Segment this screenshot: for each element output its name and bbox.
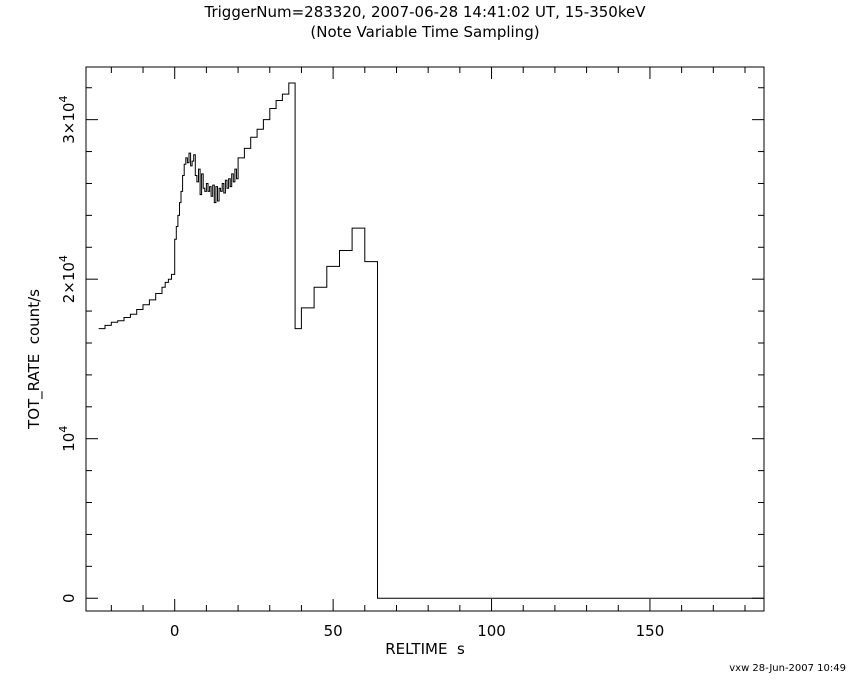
y-tick-label: 3×104: [57, 96, 78, 144]
x-tick-label: 0: [170, 622, 180, 640]
chart-subtitle: (Note Variable Time Sampling): [310, 23, 540, 41]
x-tick-label: 50: [324, 622, 343, 640]
y-tick-label: 104: [57, 426, 78, 452]
axis-tick-labels: 0 50 100 150 0 104 2×104 3×104: [57, 96, 664, 640]
axis-ticks: [86, 67, 764, 611]
chart-title: TriggerNum=283320, 2007-06-28 14:41:02 U…: [204, 3, 646, 21]
y-tick-label: 2×104: [57, 255, 78, 303]
x-tick-label: 100: [477, 622, 506, 640]
series-line-tot-rate: [98, 82, 764, 599]
footer-stamp: vxw 28-Jun-2007 10:49: [729, 663, 846, 674]
y-tick-label: 0: [60, 593, 78, 603]
x-axis-label: RELTIME s: [385, 640, 465, 658]
plot-frame: [85, 66, 765, 612]
y-axis-label: TOT_RATE count/s: [25, 289, 43, 429]
x-tick-label: 150: [636, 622, 665, 640]
